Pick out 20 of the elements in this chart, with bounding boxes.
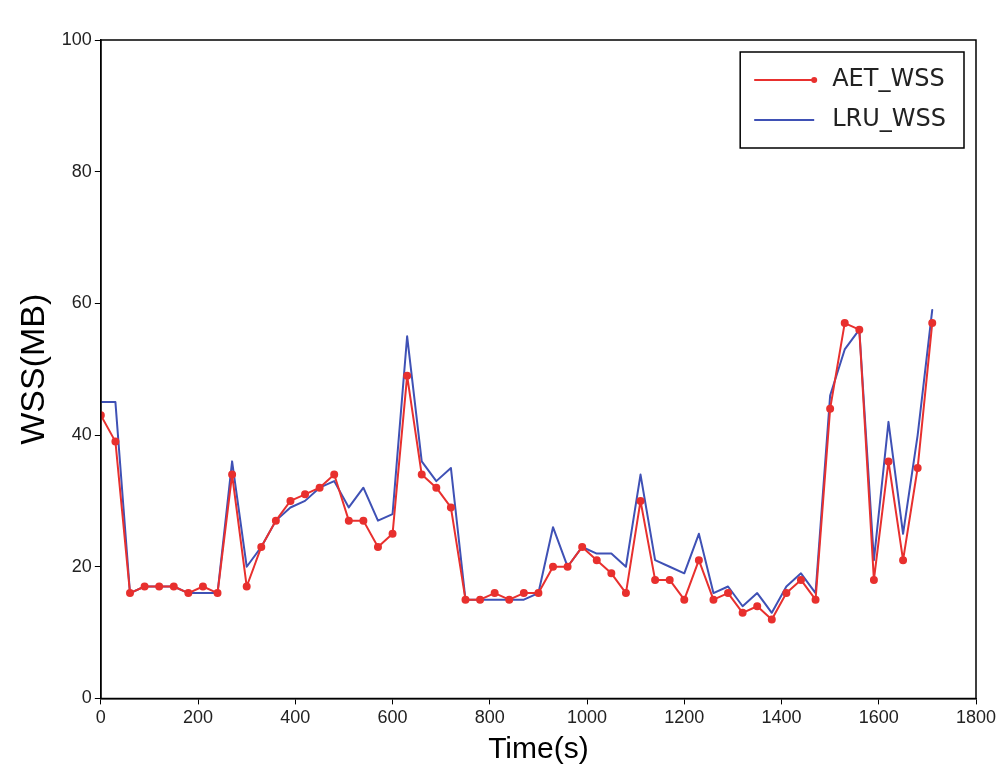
y-tick-label: 20 [71,555,92,576]
x-tick-label: 0 [95,707,106,728]
x-tick-label: 1400 [761,707,802,728]
y-axis-title: WSS(MB) [12,293,51,445]
x-tick-label: 200 [183,707,214,728]
y-tick-label: 60 [71,292,92,313]
y-tick-label: 100 [61,28,92,49]
legend-label: LRU_WSS [832,104,946,133]
x-tick-label: 1000 [567,707,608,728]
y-tick-label: 40 [71,424,92,445]
x-axis-title: Time(s) [488,731,589,765]
x-tick-label: 400 [280,707,311,728]
x-tick-label: 600 [377,707,408,728]
x-tick-label: 1600 [858,707,899,728]
x-tick-label: 800 [474,707,505,728]
legend-label: AET_WSS [832,64,945,93]
y-tick-label: 0 [81,687,92,708]
x-tick-label: 1200 [664,707,705,728]
y-tick-label: 80 [71,160,92,181]
x-tick-label: 1800 [955,707,997,728]
